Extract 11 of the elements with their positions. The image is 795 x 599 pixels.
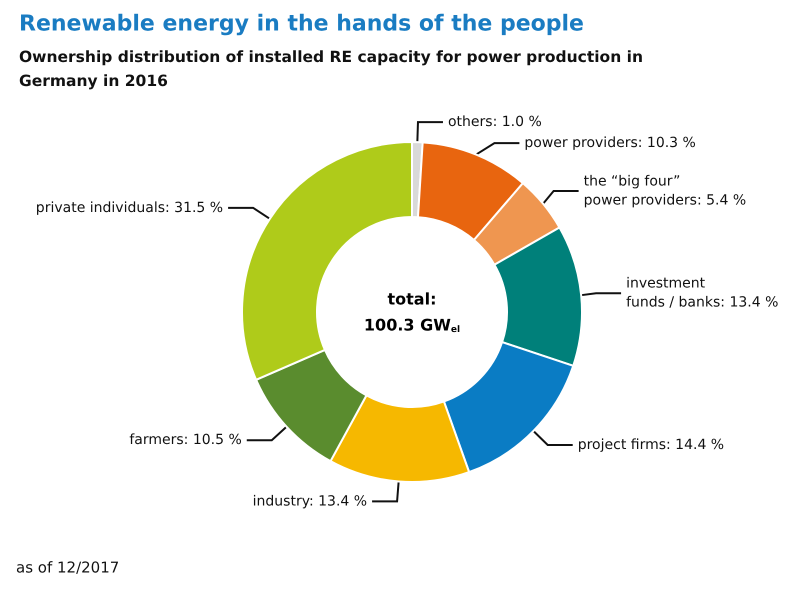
slice-label: the “big four” power providers: 5.4 % xyxy=(584,174,746,209)
text: as of 12/2017 xyxy=(16,558,120,576)
slice-label: power providers: 10.3 % xyxy=(524,135,696,152)
slice-label: investment funds / banks: 13.4 % xyxy=(626,276,778,311)
slice-label: farmers: 10.5 % xyxy=(129,432,242,448)
slice-label: industry: 13.4 % xyxy=(252,493,368,510)
chart-subtitle: Ownership distribution of installed RE capacity for power production in Germany in 2016 xyxy=(19,48,643,90)
slice-label: private individuals: 31.5 % xyxy=(36,200,224,216)
slice-label: others: 1.0 % xyxy=(448,114,542,130)
chart-title: Renewable energy in the hands of the people xyxy=(19,12,584,36)
slice-label: project firms: 14.4 % xyxy=(578,436,724,453)
